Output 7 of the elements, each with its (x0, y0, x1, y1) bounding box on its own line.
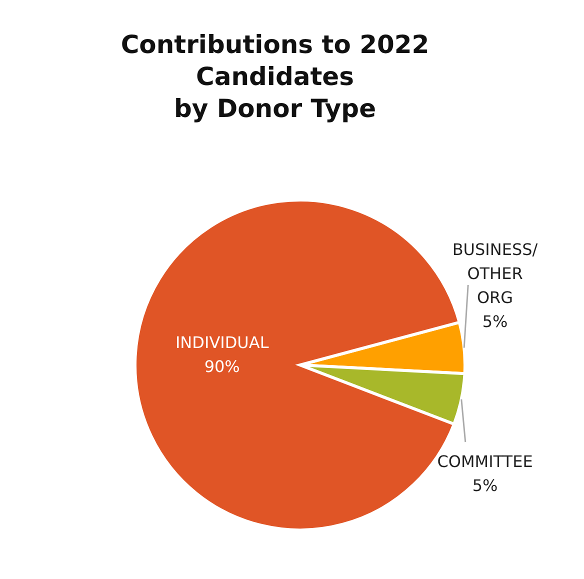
slice-label: COMMITTEE (437, 452, 533, 471)
data-label: 90% (204, 356, 240, 376)
slice-label: INDIVIDUAL (175, 332, 269, 352)
slice-label: BUSINESS/ OTHER ORG (452, 240, 538, 307)
data-label: 5% (482, 312, 508, 331)
data-label: 5% (472, 476, 498, 495)
chart-title: Contributions to 2022 Candidates by Donor Type (120, 30, 430, 123)
